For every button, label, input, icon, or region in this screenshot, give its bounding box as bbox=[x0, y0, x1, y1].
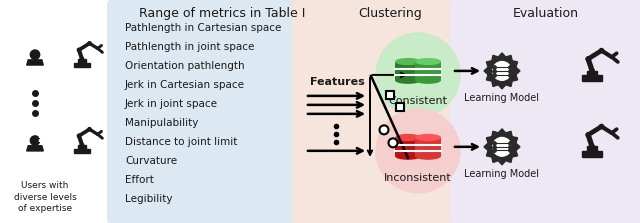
Text: Consistent: Consistent bbox=[388, 96, 447, 106]
FancyBboxPatch shape bbox=[74, 63, 90, 67]
Circle shape bbox=[88, 42, 91, 45]
Text: Pathlength in joint space: Pathlength in joint space bbox=[125, 42, 254, 52]
Ellipse shape bbox=[415, 77, 441, 84]
FancyBboxPatch shape bbox=[74, 149, 90, 153]
Bar bbox=[78, 145, 86, 149]
FancyBboxPatch shape bbox=[107, 0, 338, 223]
Circle shape bbox=[77, 134, 81, 138]
Circle shape bbox=[81, 58, 84, 61]
Circle shape bbox=[30, 136, 40, 145]
Ellipse shape bbox=[395, 134, 421, 141]
Circle shape bbox=[600, 124, 604, 129]
Bar bbox=[588, 70, 596, 75]
Text: Range of metrics in Table I: Range of metrics in Table I bbox=[139, 7, 305, 20]
Text: Jerk in joint space: Jerk in joint space bbox=[125, 99, 218, 109]
Text: Manipulability: Manipulability bbox=[125, 118, 198, 128]
Polygon shape bbox=[27, 60, 44, 65]
Bar bbox=[78, 59, 86, 63]
Ellipse shape bbox=[395, 153, 421, 160]
Bar bbox=[415, 138, 441, 156]
FancyBboxPatch shape bbox=[292, 0, 488, 223]
Circle shape bbox=[586, 133, 590, 137]
Ellipse shape bbox=[395, 77, 421, 84]
Circle shape bbox=[30, 50, 40, 59]
Text: Clustering: Clustering bbox=[358, 7, 422, 20]
Ellipse shape bbox=[395, 58, 421, 65]
Ellipse shape bbox=[415, 153, 441, 160]
Bar bbox=[395, 138, 421, 156]
Text: Inconsistent: Inconsistent bbox=[384, 173, 452, 183]
Circle shape bbox=[376, 33, 460, 117]
Circle shape bbox=[77, 48, 81, 52]
FancyBboxPatch shape bbox=[450, 0, 640, 223]
Circle shape bbox=[590, 68, 594, 73]
Text: Effort: Effort bbox=[125, 175, 154, 185]
Bar bbox=[395, 62, 421, 80]
Circle shape bbox=[376, 109, 460, 193]
Text: Orientation pathlength: Orientation pathlength bbox=[125, 61, 244, 71]
Circle shape bbox=[81, 143, 84, 147]
Circle shape bbox=[600, 48, 604, 53]
Circle shape bbox=[493, 138, 511, 156]
Text: Features: Features bbox=[310, 77, 365, 87]
Text: Legibility: Legibility bbox=[125, 194, 173, 204]
Bar bbox=[396, 103, 404, 111]
FancyBboxPatch shape bbox=[582, 75, 602, 81]
Bar bbox=[386, 91, 394, 99]
Ellipse shape bbox=[415, 134, 441, 141]
Text: Jerk in Cartesian space: Jerk in Cartesian space bbox=[125, 80, 245, 90]
Text: Users with
diverse levels
of expertise: Users with diverse levels of expertise bbox=[13, 181, 76, 213]
Ellipse shape bbox=[415, 58, 441, 65]
Text: Pathlength in Cartesian space: Pathlength in Cartesian space bbox=[125, 23, 282, 33]
Circle shape bbox=[88, 128, 91, 131]
Text: Evaluation: Evaluation bbox=[513, 7, 579, 20]
Bar bbox=[415, 62, 441, 80]
Text: Curvature: Curvature bbox=[125, 156, 177, 166]
Text: Learning Model: Learning Model bbox=[465, 169, 540, 179]
Text: Distance to joint limit: Distance to joint limit bbox=[125, 137, 237, 147]
Circle shape bbox=[380, 125, 388, 134]
Bar bbox=[588, 147, 596, 151]
Text: Learning Model: Learning Model bbox=[465, 93, 540, 103]
Polygon shape bbox=[27, 146, 44, 151]
Polygon shape bbox=[484, 129, 520, 165]
Circle shape bbox=[493, 62, 511, 80]
Circle shape bbox=[388, 138, 397, 147]
Polygon shape bbox=[484, 53, 520, 89]
FancyBboxPatch shape bbox=[582, 151, 602, 157]
Circle shape bbox=[586, 57, 590, 61]
Text: ?: ? bbox=[36, 130, 45, 145]
Circle shape bbox=[590, 144, 594, 149]
